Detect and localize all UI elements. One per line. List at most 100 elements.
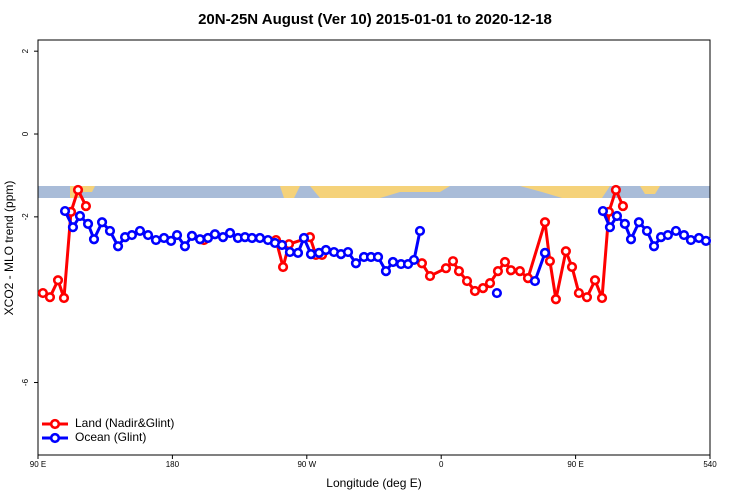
map-land bbox=[70, 186, 660, 198]
data-point bbox=[171, 229, 183, 241]
data-point bbox=[539, 247, 551, 258]
data-point bbox=[596, 292, 608, 304]
data-point bbox=[246, 232, 258, 244]
data-point bbox=[194, 234, 206, 245]
y-tick-label: -2 bbox=[21, 213, 30, 221]
data-point bbox=[539, 217, 551, 228]
data-point bbox=[484, 278, 496, 289]
data-point bbox=[217, 232, 229, 243]
data-point bbox=[414, 225, 426, 237]
data-point bbox=[560, 246, 571, 257]
legend-label: Land (Nadir&Glint) bbox=[75, 416, 174, 430]
data-point bbox=[372, 251, 384, 263]
plot-frame bbox=[37, 39, 711, 456]
data-point bbox=[37, 287, 49, 299]
data-point bbox=[179, 241, 191, 252]
data-point bbox=[142, 229, 154, 241]
data-point bbox=[284, 246, 296, 258]
x-tick-label: 90 E bbox=[30, 460, 46, 469]
data-point bbox=[611, 210, 623, 222]
y-tick-label: 2 bbox=[21, 48, 30, 53]
data-point bbox=[469, 285, 481, 297]
data-point bbox=[59, 205, 71, 217]
data-point bbox=[492, 266, 504, 277]
data-point bbox=[678, 229, 690, 241]
data-point bbox=[350, 258, 362, 269]
data-point bbox=[52, 275, 64, 286]
data-point bbox=[88, 234, 100, 245]
data-point bbox=[74, 210, 86, 222]
data-point bbox=[254, 232, 266, 244]
data-point bbox=[104, 225, 116, 237]
y-tick-label: -6 bbox=[21, 378, 30, 386]
data-point bbox=[305, 249, 317, 260]
data-point bbox=[44, 292, 56, 303]
data-point bbox=[292, 247, 304, 258]
x-tick-label: 180 bbox=[166, 460, 180, 469]
data-point bbox=[610, 184, 622, 196]
data-point bbox=[186, 230, 198, 242]
data-point bbox=[641, 225, 653, 237]
data-point bbox=[165, 235, 177, 246]
data-point bbox=[514, 266, 525, 277]
data-point bbox=[380, 266, 392, 277]
legend-marker bbox=[49, 432, 61, 444]
data-point bbox=[424, 270, 436, 282]
data-point bbox=[581, 292, 593, 303]
data-point bbox=[298, 232, 310, 244]
data-point bbox=[440, 263, 452, 274]
x-tick-label: 540 bbox=[703, 460, 717, 469]
data-point bbox=[633, 217, 645, 228]
data-point bbox=[408, 254, 420, 266]
data-point bbox=[619, 218, 630, 229]
chart-title: 20N-25N August (Ver 10) 2015-01-01 to 20… bbox=[198, 11, 552, 28]
data-point bbox=[544, 256, 556, 267]
data-point bbox=[209, 229, 221, 240]
data-point bbox=[112, 241, 124, 252]
data-point bbox=[648, 241, 660, 252]
data-point bbox=[662, 229, 673, 241]
legend-marker bbox=[49, 418, 61, 430]
data-point bbox=[499, 256, 511, 268]
x-axis-label: Longitude (deg E) bbox=[326, 476, 421, 490]
data-point bbox=[387, 256, 399, 268]
data-point bbox=[477, 282, 489, 294]
legend-label: Ocean (Glint) bbox=[75, 430, 146, 444]
data-point bbox=[320, 244, 332, 256]
data-point bbox=[342, 246, 354, 258]
y-tick-label: 0 bbox=[21, 131, 30, 136]
data-point bbox=[126, 229, 138, 241]
data-point bbox=[82, 218, 94, 229]
data-point bbox=[277, 261, 289, 273]
data-point bbox=[416, 258, 428, 269]
data-point bbox=[604, 222, 616, 233]
data-point bbox=[491, 287, 503, 299]
data-point bbox=[505, 265, 517, 276]
data-point bbox=[670, 225, 682, 237]
data-point bbox=[617, 200, 629, 212]
y-axis-label: XCO2 - MLO trend (ppm) bbox=[2, 181, 16, 316]
data-point bbox=[80, 200, 92, 212]
data-point bbox=[589, 275, 601, 286]
data-point bbox=[550, 294, 561, 305]
data-point bbox=[625, 234, 637, 245]
data-point bbox=[150, 234, 162, 246]
x-tick-label: 90 W bbox=[297, 460, 316, 469]
data-point bbox=[573, 287, 584, 299]
data-point bbox=[566, 261, 578, 273]
data-point bbox=[597, 205, 609, 217]
x-tick-label: 90 E bbox=[567, 460, 583, 469]
data-point bbox=[700, 235, 712, 246]
x-tick-label: 0 bbox=[439, 460, 444, 469]
data-point bbox=[276, 239, 288, 251]
data-point bbox=[67, 222, 79, 233]
data-point bbox=[685, 234, 696, 246]
data-point bbox=[96, 217, 108, 228]
map-strip bbox=[38, 186, 710, 198]
data-point bbox=[224, 227, 236, 239]
data-point bbox=[529, 275, 541, 287]
data-point bbox=[461, 275, 473, 287]
data-point bbox=[453, 266, 465, 277]
data-point bbox=[58, 292, 70, 304]
